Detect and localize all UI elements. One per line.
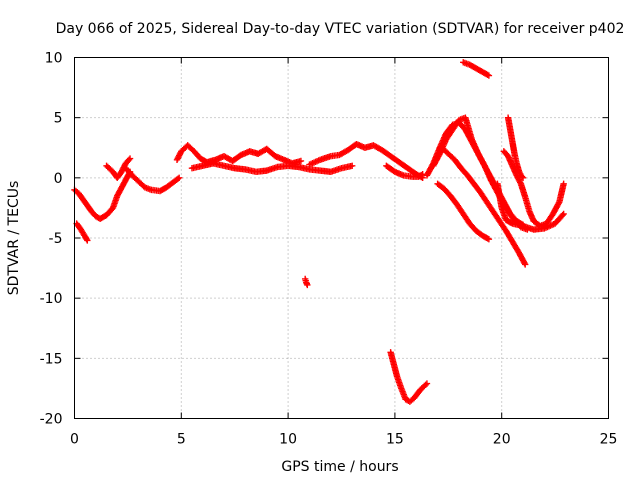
series-late-g <box>494 180 567 233</box>
series-late-e <box>500 148 567 230</box>
data-point <box>297 157 305 165</box>
series-late-f <box>504 114 527 182</box>
x-tick-label: 0 <box>70 432 79 448</box>
chart-title: Day 066 of 2025, Sidereal Day-to-day VTE… <box>56 21 625 37</box>
x-tick-labels: 0 5 10 15 20 25 <box>70 432 617 448</box>
series-late-c <box>438 144 529 268</box>
y-axis-label: SDTVAR / TECUs <box>6 181 22 296</box>
data-point <box>484 235 491 242</box>
series-outlier-10h <box>301 275 311 289</box>
series-day-1 <box>173 142 305 167</box>
series-early-d <box>122 165 183 195</box>
data-point <box>559 211 566 219</box>
data-point <box>423 380 431 387</box>
data-point <box>518 173 526 180</box>
series-early-a <box>71 168 134 222</box>
x-tick-label: 15 <box>386 432 404 448</box>
data-point <box>555 200 562 207</box>
series-top-19h <box>460 59 493 79</box>
x-tick-label: 10 <box>279 432 297 448</box>
data-points <box>71 59 567 405</box>
axis-ticks <box>74 57 609 419</box>
data-point <box>521 259 528 267</box>
y-tick-label: 10 <box>45 51 63 67</box>
data-point <box>174 175 182 182</box>
data-point <box>348 162 356 169</box>
data-point <box>560 180 567 188</box>
data-point <box>84 237 91 244</box>
x-axis-label: GPS time / hours <box>281 459 398 475</box>
data-point <box>517 179 524 186</box>
y-tick-labels: 10 5 0 -5 -10 -15 -20 <box>40 51 63 428</box>
data-point <box>304 281 311 289</box>
series-early-c <box>103 155 134 182</box>
data-point <box>521 261 529 268</box>
y-tick-label: -20 <box>40 412 63 428</box>
series-day-3 <box>306 140 426 182</box>
data-point <box>125 156 133 163</box>
y-tick-label: -10 <box>40 291 63 307</box>
x-tick-label: 5 <box>177 432 186 448</box>
data-point <box>418 171 425 179</box>
y-tick-label: 5 <box>54 111 63 127</box>
data-point <box>485 236 493 243</box>
data-point <box>485 72 493 79</box>
grid-lines <box>74 57 609 419</box>
series-late-d <box>434 180 493 243</box>
series-day-4 <box>383 162 426 180</box>
x-tick-label: 25 <box>600 432 618 448</box>
data-point <box>560 210 567 218</box>
data-point <box>519 174 527 182</box>
data-point <box>484 71 491 79</box>
series-early-b <box>73 220 91 244</box>
data-point <box>422 381 429 389</box>
x-tick-label: 20 <box>493 432 511 448</box>
data-point <box>83 236 90 243</box>
y-tick-label: -15 <box>40 351 63 367</box>
series-day-2 <box>188 160 356 176</box>
y-tick-label: 0 <box>54 171 63 187</box>
data-point <box>175 174 183 182</box>
y-tick-label: -5 <box>49 231 63 247</box>
series-dip-15h <box>387 349 431 405</box>
data-point <box>126 155 134 162</box>
